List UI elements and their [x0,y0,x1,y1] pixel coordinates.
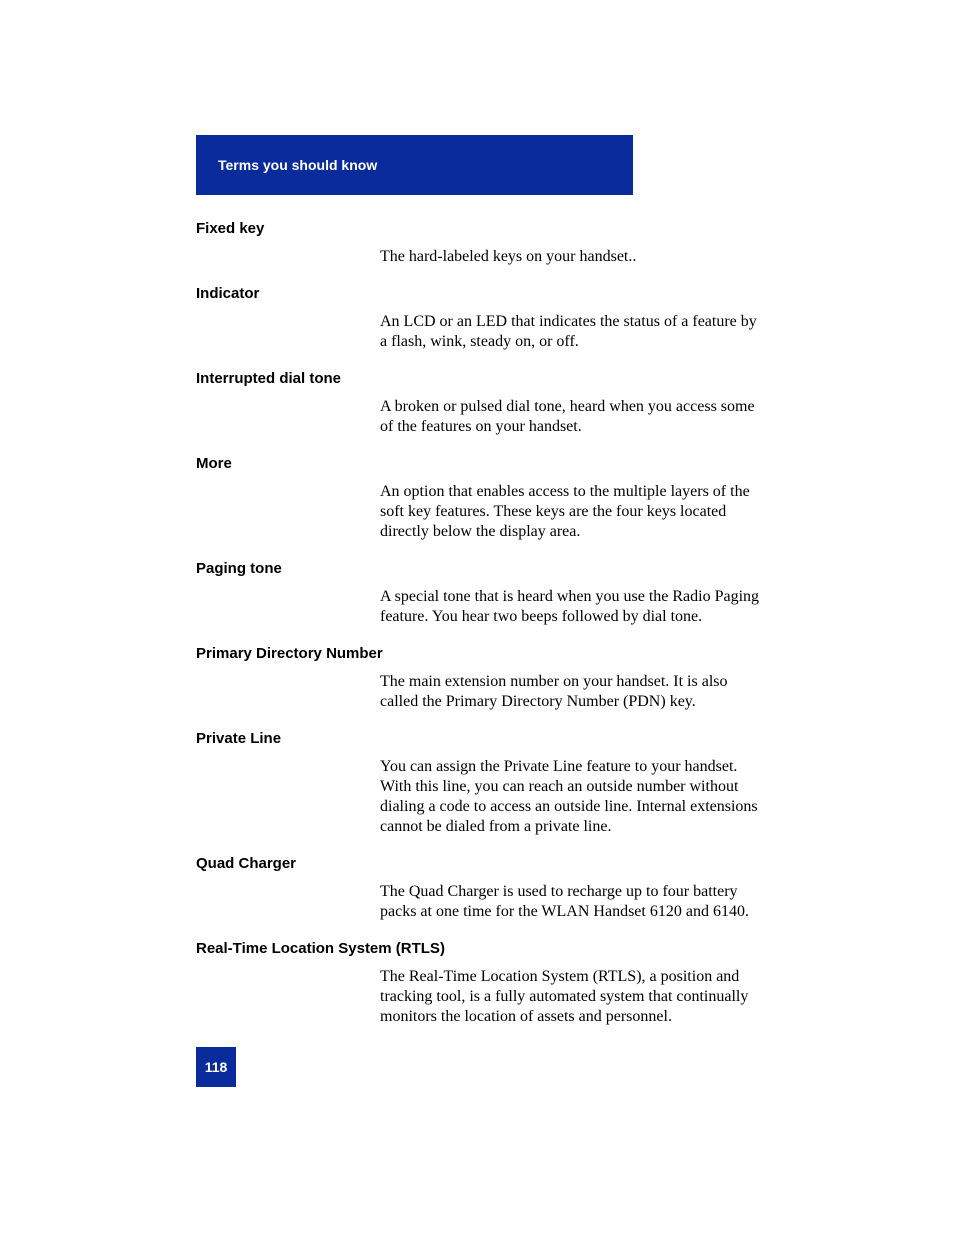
term-label: More [196,455,766,472]
page-number: 118 [205,1059,228,1075]
term-label: Indicator [196,285,766,302]
page-number-box: 118 [196,1047,236,1087]
term-definition: A broken or pulsed dial tone, heard when… [380,397,766,437]
glossary-entry: Interrupted dial tone A broken or pulsed… [196,370,766,437]
term-label: Primary Directory Number [196,645,766,662]
glossary-entry: Indicator An LCD or an LED that indicate… [196,285,766,352]
term-definition: The hard-labeled keys on your handset.. [380,247,766,267]
term-label: Quad Charger [196,855,766,872]
term-definition: A special tone that is heard when you us… [380,587,766,627]
glossary-entry: Primary Directory Number The main extens… [196,645,766,712]
glossary-entry: Private Line You can assign the Private … [196,730,766,837]
term-definition: An option that enables access to the mul… [380,482,766,542]
term-definition: An LCD or an LED that indicates the stat… [380,312,766,352]
term-definition: The Real-Time Location System (RTLS), a … [380,967,766,1027]
term-label: Fixed key [196,220,766,237]
term-definition: You can assign the Private Line feature … [380,757,766,837]
term-label: Private Line [196,730,766,747]
term-label: Paging tone [196,560,766,577]
glossary-entry: More An option that enables access to th… [196,455,766,542]
term-definition: The main extension number on your handse… [380,672,766,712]
header-band: Terms you should know [196,135,633,195]
glossary-entry: Real-Time Location System (RTLS) The Rea… [196,940,766,1027]
header-title: Terms you should know [218,157,377,173]
term-label: Real-Time Location System (RTLS) [196,940,766,957]
term-definition: The Quad Charger is used to recharge up … [380,882,766,922]
term-label: Interrupted dial tone [196,370,766,387]
glossary-content: Fixed key The hard-labeled keys on your … [196,220,766,1045]
glossary-entry: Paging tone A special tone that is heard… [196,560,766,627]
glossary-entry: Fixed key The hard-labeled keys on your … [196,220,766,267]
glossary-entry: Quad Charger The Quad Charger is used to… [196,855,766,922]
